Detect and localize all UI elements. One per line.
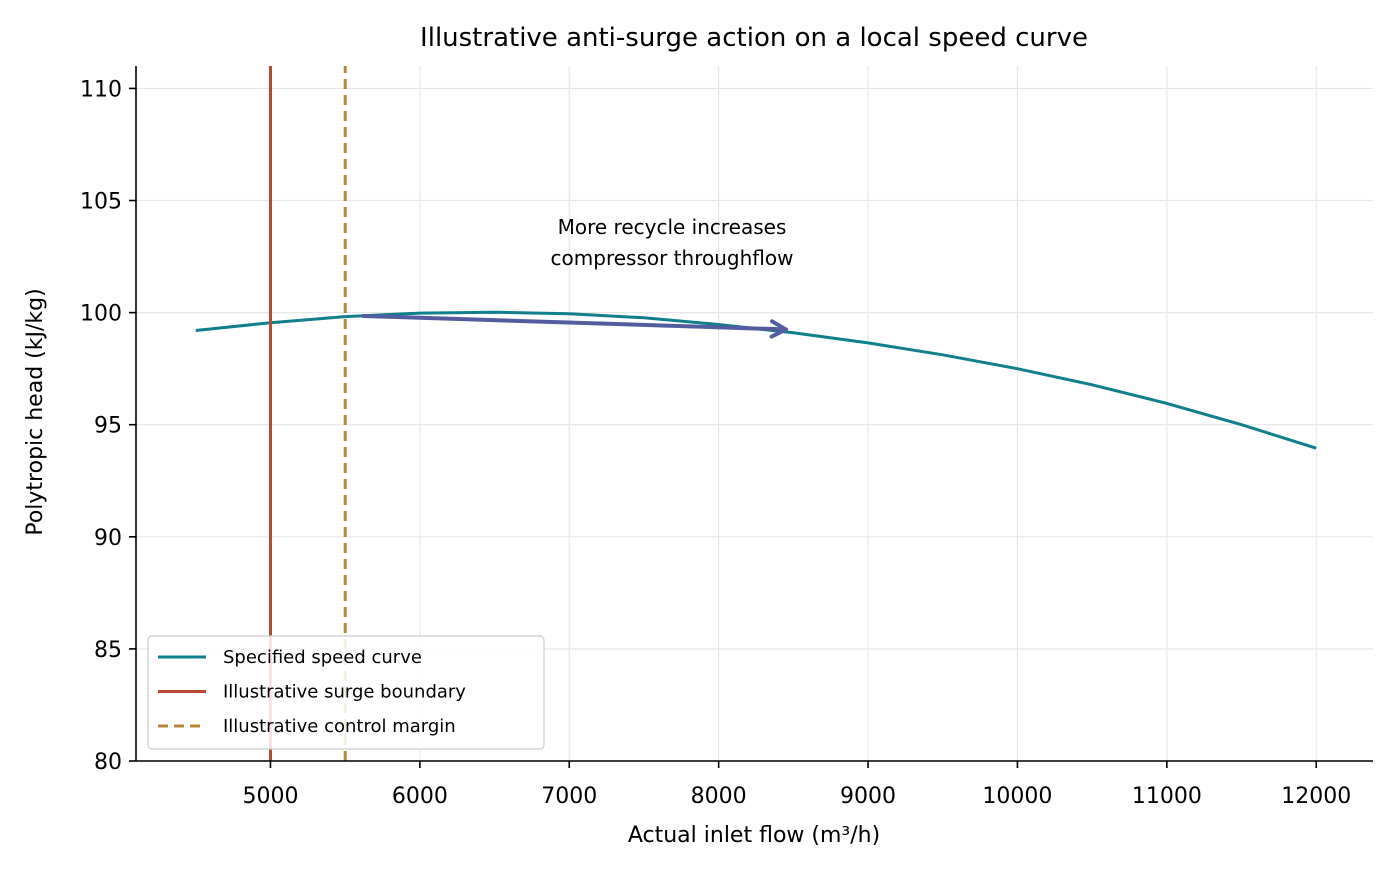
y-tick-label: 100 — [80, 302, 122, 327]
x-tick-label: 7000 — [541, 784, 597, 809]
annotation-line-1: More recycle increases — [558, 215, 787, 239]
legend-label-2: Illustrative surge boundary — [223, 682, 466, 703]
x-tick-label: 12000 — [1281, 784, 1351, 809]
annotation: More recycle increases compressor throug… — [551, 215, 794, 270]
y-tick-label: 105 — [80, 190, 122, 215]
x-tick-label: 6000 — [392, 784, 448, 809]
legend-label-3: Illustrative control margin — [223, 716, 456, 737]
y-axis-label: Polytropic head (kJ/kg) — [23, 288, 48, 535]
x-tick-label: 10000 — [982, 784, 1052, 809]
chart-title: Illustrative anti-surge action on a loca… — [420, 23, 1088, 53]
x-tick-label: 5000 — [242, 784, 298, 809]
y-tick-label: 90 — [94, 526, 122, 551]
axes — [129, 66, 1373, 768]
x-tick-label: 8000 — [691, 784, 747, 809]
y-tick-label: 80 — [94, 750, 122, 775]
x-axis-label: Actual inlet flow (m³/h) — [628, 823, 880, 848]
y-tick-label: 95 — [94, 414, 122, 439]
tick-labels: 5000 6000 7000 8000 9000 10000 11000 12000 80 85 9… — [80, 77, 1351, 809]
x-tick-label: 9000 — [840, 784, 896, 809]
legend-box — [147, 635, 545, 750]
recycle-arrow-head — [769, 319, 788, 339]
legend: Specified speed curve Illustrative surge … — [147, 635, 545, 750]
x-tick-label: 11000 — [1132, 784, 1202, 809]
y-tick-label: 110 — [80, 77, 122, 102]
recycle-arrow-shaft — [361, 313, 788, 332]
annotation-line-2: compressor throughflow — [551, 246, 794, 270]
y-tick-label: 85 — [94, 638, 122, 663]
legend-label-1: Specified speed curve — [223, 647, 422, 668]
